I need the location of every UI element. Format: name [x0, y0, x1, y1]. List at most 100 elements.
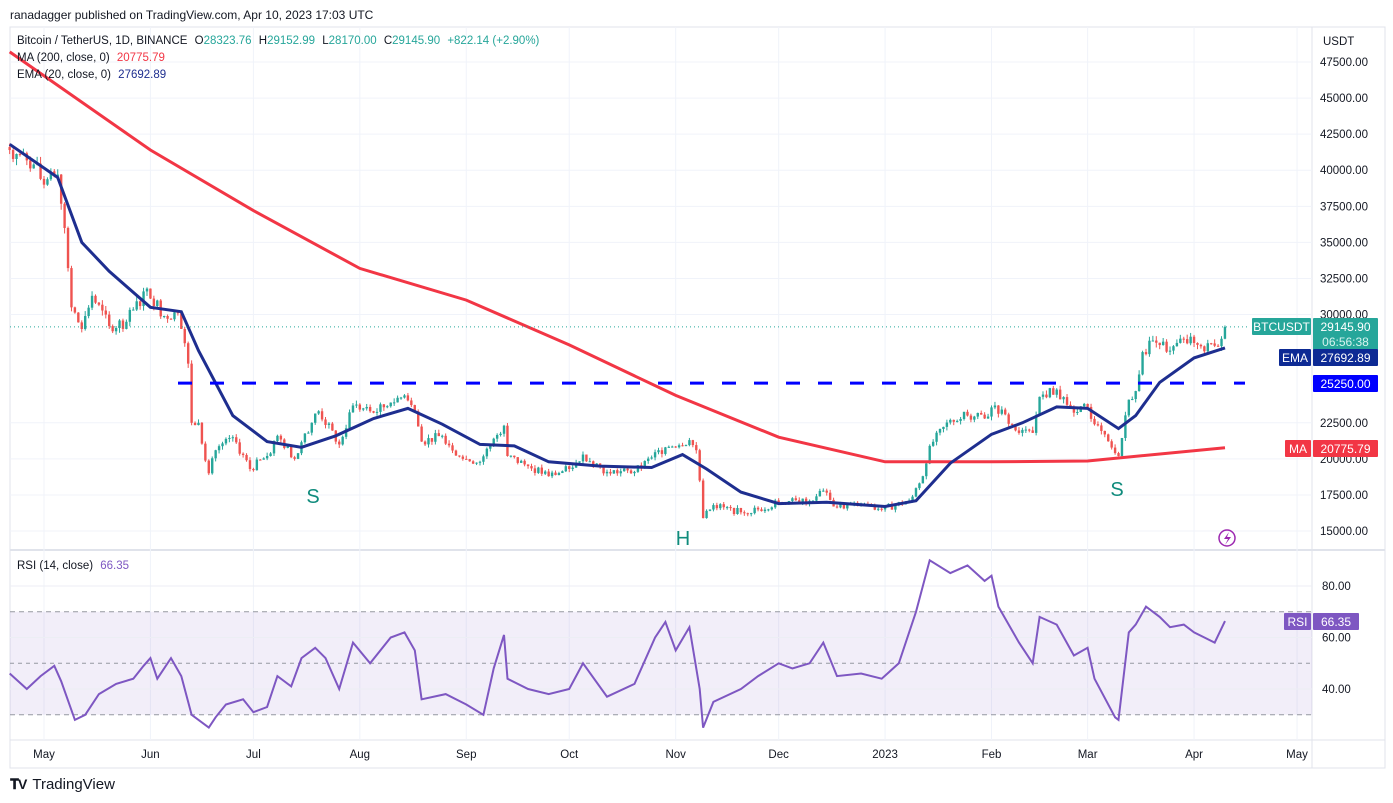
candle-body: [1216, 345, 1220, 347]
candle-body: [11, 150, 15, 159]
candle-body: [207, 460, 210, 474]
price-badge-text: 06:56:38: [1322, 335, 1369, 349]
candle-body: [1000, 409, 1004, 414]
candle-body: [1055, 389, 1058, 395]
candle-body: [1007, 414, 1010, 424]
candle-body: [990, 407, 993, 417]
rsi-legend[interactable]: RSI (14, close) 66.35: [17, 560, 133, 572]
chart-frame: [9, 26, 1386, 769]
candle-body: [1062, 397, 1065, 400]
candle-body: [1161, 341, 1165, 346]
candle-body: [643, 460, 646, 468]
candle-body: [128, 309, 132, 322]
candle-body: [877, 508, 880, 510]
ma-value-badge: 20775.79: [1313, 440, 1378, 457]
candle-body: [619, 471, 622, 474]
ema-label: EMA (20, close, 0): [17, 69, 111, 81]
candle-body: [657, 450, 660, 453]
candle-body: [753, 507, 756, 514]
candle-body: [403, 395, 406, 398]
candle-body: [1010, 423, 1014, 425]
symbol-title: Bitcoin / TetherUS, 1D, BINANCE: [17, 35, 188, 47]
candle-body: [725, 507, 729, 509]
candle-body: [609, 471, 612, 474]
candle-body: [756, 507, 760, 510]
candle-body: [365, 406, 368, 409]
candle-body: [471, 461, 475, 464]
candle-body: [399, 397, 403, 399]
candle-body: [767, 509, 770, 511]
candle-body: [454, 450, 458, 456]
candle-body: [351, 405, 355, 413]
candle-body: [1175, 342, 1179, 347]
candle-body: [1196, 342, 1199, 345]
ema20-line: [8, 143, 1226, 509]
candle-body: [56, 174, 59, 177]
y-tick-label: 40000.00: [1320, 165, 1368, 177]
candle-body: [616, 470, 619, 474]
candle-body: [204, 443, 207, 461]
candle-body: [475, 462, 478, 464]
candle-body: [1192, 336, 1196, 343]
candle-body: [1034, 415, 1038, 433]
candle-body: [193, 422, 197, 426]
candle-body: [715, 505, 719, 509]
candle-body: [416, 411, 420, 427]
candle-body: [1210, 343, 1213, 345]
candle-body: [516, 457, 519, 463]
candle-body: [1165, 341, 1168, 352]
candle-body: [581, 454, 585, 462]
candle-body: [554, 472, 557, 476]
symbol-badge-text: BTCUSDT: [1253, 320, 1310, 334]
candle-body: [1014, 424, 1017, 431]
right-shoulder-label: S: [1110, 479, 1123, 501]
candle-body: [1155, 340, 1158, 343]
candle-body: [341, 436, 344, 445]
candle-body: [211, 458, 214, 474]
candle-body: [1072, 407, 1076, 413]
candle-body: [938, 428, 942, 433]
ema-name-badge-text: EMA: [1282, 351, 1308, 365]
candle-body: [245, 454, 248, 461]
candle-body: [108, 314, 111, 327]
candle-body: [200, 422, 204, 444]
candle-body: [1124, 415, 1127, 438]
candle-body: [132, 309, 135, 311]
rsi-tick-label: 80.00: [1322, 581, 1351, 593]
ma-legend[interactable]: MA (200, close, 0) 20775.79: [17, 52, 169, 64]
candle-body: [1048, 388, 1052, 398]
rsi-name-badge-bg: [1284, 613, 1311, 630]
candle-body: [90, 295, 94, 308]
candle-body: [760, 509, 763, 512]
change-value: +822.14 (+2.90%): [447, 35, 540, 47]
candle-body: [633, 471, 636, 474]
candle-body: [629, 470, 633, 474]
candle-body: [118, 320, 121, 328]
ema-value-badge-text: 27692.89: [1320, 351, 1370, 365]
candle-body: [918, 483, 921, 489]
candle-body: [63, 203, 66, 228]
candle-body: [358, 404, 362, 410]
candle-body: [430, 438, 434, 442]
rsi-value: 66.35: [100, 560, 130, 572]
candle-body: [331, 423, 334, 431]
candle-body: [653, 452, 657, 458]
candle-body: [94, 295, 97, 303]
candle-body: [1045, 394, 1048, 398]
candle-body: [314, 413, 317, 423]
candle-body: [307, 432, 310, 434]
candle-body: [712, 505, 715, 510]
y-tick-label: 15000.00: [1320, 526, 1368, 538]
candle-body: [684, 445, 688, 447]
candle-body: [557, 473, 561, 476]
x-tick-label: 2023: [872, 749, 898, 761]
candle-body: [969, 415, 973, 420]
candle-body: [1117, 453, 1120, 456]
candle-body: [955, 420, 959, 422]
candle-body: [1134, 391, 1137, 400]
ema-legend[interactable]: EMA (20, close, 0) 27692.89: [17, 69, 170, 81]
candle-body: [1103, 430, 1106, 435]
candle-body: [279, 435, 283, 440]
